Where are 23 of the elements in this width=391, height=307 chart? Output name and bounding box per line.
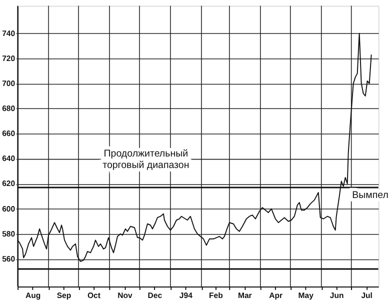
x-tick-label: Oct [87,290,101,300]
x-tick-label: Jul [361,290,372,300]
y-tick-label: 720 [2,54,16,63]
x-tick-label: Dec [148,290,163,300]
y-tick-label: 640 [2,154,16,164]
y-tick-label: 600 [2,204,16,214]
y-tick-label: 660 [2,129,16,138]
y-tick-label: 700 [2,78,16,88]
x-tick-label: Aug [25,290,41,300]
y-tick-label: 580 [2,229,16,238]
y-tick-label: 740 [2,28,16,38]
y-tick-label: 620 [2,179,16,188]
x-tick-label: Nov [118,290,133,300]
x-tick-label: J94 [179,290,194,300]
annotation: Вымпел [352,190,389,201]
x-tick-label: May [298,290,314,300]
x-tick-label: Apr [269,290,283,300]
x-tick-label: Feb [208,290,224,300]
x-tick-label: Mar [238,290,252,300]
x-tick-label: Sep [56,290,72,300]
y-tick-label: 680 [2,104,16,113]
y-tick-label: 560 [2,254,16,264]
x-tick-label: Jun [330,290,344,300]
